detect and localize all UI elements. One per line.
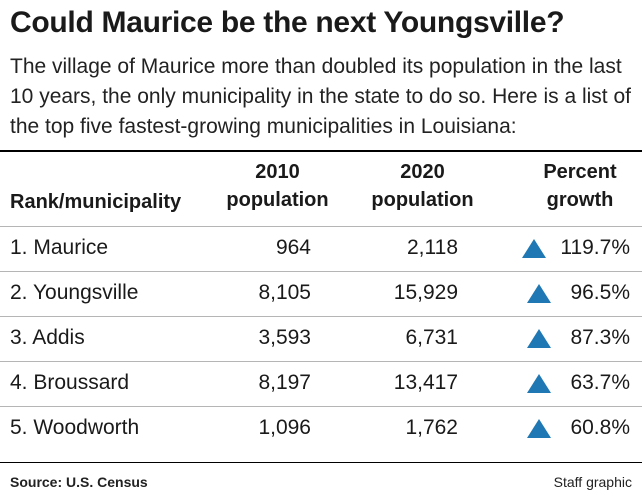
population-2020: 15,929 xyxy=(393,281,458,304)
chart-subtitle: The village of Maurice more than doubled… xyxy=(10,55,631,138)
population-2010: 1,096 xyxy=(258,416,311,439)
population-2010: 8,197 xyxy=(258,371,311,394)
percent-growth: 96.5% xyxy=(570,281,630,304)
column-header-growth: Percent growth xyxy=(543,161,617,211)
population-2020: 6,731 xyxy=(405,326,458,349)
row-divider xyxy=(0,316,642,317)
row-divider xyxy=(0,226,642,227)
population-2020: 13,417 xyxy=(393,371,458,394)
table-row: 4. Broussard 8,197 13,417 63.7% xyxy=(0,361,642,405)
population-2020: 2,118 xyxy=(407,236,458,259)
population-2020: 1,762 xyxy=(405,416,458,439)
up-triangle-icon xyxy=(527,374,551,393)
up-triangle-icon xyxy=(527,419,551,438)
percent-growth: 119.7% xyxy=(560,236,630,259)
municipality-name: 4. Broussard xyxy=(10,371,130,394)
percent-growth: 60.8% xyxy=(570,416,630,439)
column-header-2020: 2020 population xyxy=(371,161,474,211)
table-row: 5. Woodworth 1,096 1,762 60.8% xyxy=(0,406,642,450)
footer-divider xyxy=(0,462,642,463)
municipality-name: 5. Woodworth xyxy=(10,416,140,439)
percent-growth: 63.7% xyxy=(570,371,630,394)
municipality-name: 1. Maurice xyxy=(10,236,109,259)
population-2010: 964 xyxy=(275,236,311,259)
up-triangle-icon xyxy=(527,284,551,303)
row-divider xyxy=(0,406,642,407)
header-divider xyxy=(0,150,642,152)
column-header-rank: Rank/municipality xyxy=(10,191,182,213)
chart-title: Could Maurice be the next Youngsville? xyxy=(10,6,565,39)
column-header-2010: 2010 population xyxy=(226,161,329,211)
credit-note: Staff graphic xyxy=(553,474,632,490)
table-row: 2. Youngsville 8,105 15,929 96.5% xyxy=(0,271,642,315)
percent-growth: 87.3% xyxy=(570,326,630,349)
up-triangle-icon xyxy=(522,239,546,258)
population-2010: 8,105 xyxy=(258,281,311,304)
population-2010: 3,593 xyxy=(258,326,311,349)
source-note: Source: U.S. Census xyxy=(10,474,148,490)
up-triangle-icon xyxy=(527,329,551,348)
row-divider xyxy=(0,361,642,362)
table-row: 3. Addis 3,593 6,731 87.3% xyxy=(0,316,642,360)
table-row: 1. Maurice 964 2,118 119.7% xyxy=(0,226,642,270)
municipality-name: 2. Youngsville xyxy=(10,281,139,304)
municipality-name: 3. Addis xyxy=(10,326,85,349)
row-divider xyxy=(0,271,642,272)
